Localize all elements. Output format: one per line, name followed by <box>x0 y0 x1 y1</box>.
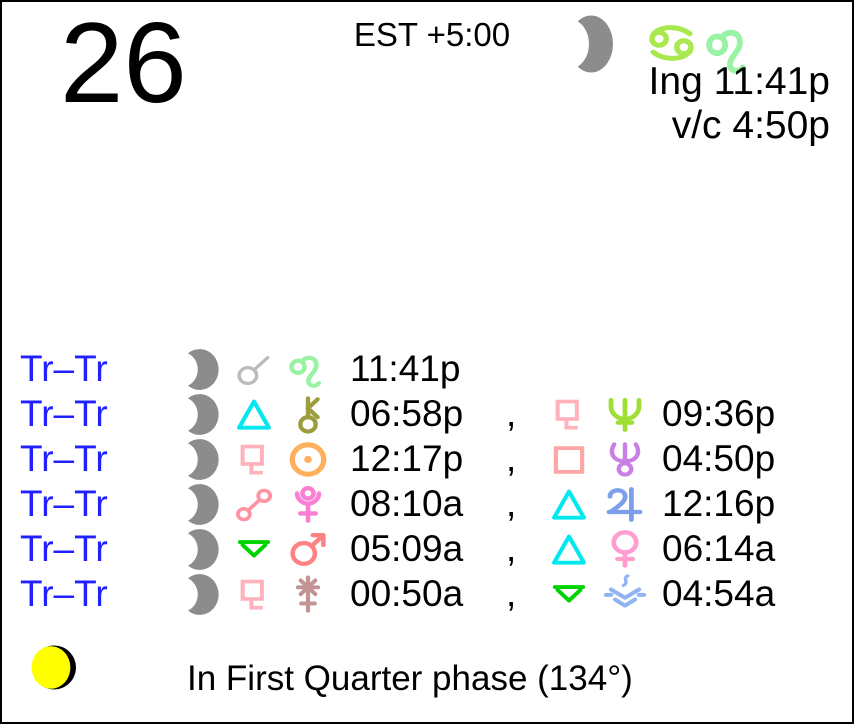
sesquiquadrate-aspect-icon <box>233 441 275 479</box>
square-aspect-icon <box>548 441 590 479</box>
moon-icon <box>183 483 223 526</box>
transit-row: Tr–Tr 08:10a, 12:16p <box>2 482 852 527</box>
void-of-course-label: v/c 4:50p <box>671 104 830 147</box>
moon-icon <box>183 393 223 436</box>
transit-type-label: Tr–Tr <box>20 348 108 389</box>
separator-comma: , <box>506 438 517 479</box>
separator-comma: , <box>506 528 517 569</box>
trine-aspect-icon <box>548 531 590 569</box>
moon-icon <box>183 348 223 391</box>
transit-time: 12:16p <box>662 483 776 524</box>
transit-time: 11:41p <box>350 348 461 389</box>
quincunx-aspect-icon <box>548 576 590 614</box>
transit-table: Tr–Tr 11:41p Tr–Tr 06:58p, 09:36p Tr–Tr 12:17p… <box>2 347 852 617</box>
transit-type-label: Tr–Tr <box>20 483 108 524</box>
jupiter-icon <box>601 483 649 526</box>
transit-type-label: Tr–Tr <box>20 393 108 434</box>
moon-phase-icon <box>31 645 76 690</box>
transit-time: 06:14a <box>662 528 776 569</box>
transit-row: Tr–Tr 12:17p, 04:50p <box>2 437 852 482</box>
quincunx-aspect-icon <box>233 531 275 569</box>
transit-time: 04:54a <box>662 573 776 614</box>
moon-icon <box>183 573 223 616</box>
transit-type-label: Tr–Tr <box>20 528 108 569</box>
moon-ingress-label: Ing 11:41p <box>648 60 830 103</box>
separator-comma: , <box>506 483 517 524</box>
transit-time: 09:36p <box>662 393 776 434</box>
day-number: 26 <box>60 0 187 127</box>
opposition-aspect-icon <box>233 486 275 524</box>
venus-icon <box>601 528 649 571</box>
trine-aspect-icon <box>233 396 275 434</box>
pluto-icon <box>285 483 331 526</box>
neptune-icon <box>601 393 649 436</box>
sesquiquadrate-aspect-icon <box>233 576 275 614</box>
conjunction-aspect-icon <box>233 351 275 389</box>
transit-time: 06:58p <box>350 393 464 434</box>
transit-time: 08:10a <box>350 483 464 524</box>
moon-icon <box>572 14 618 74</box>
sesquiquadrate-aspect-icon <box>548 396 590 434</box>
trine-aspect-icon <box>548 486 590 524</box>
uranus-icon <box>601 438 649 481</box>
transit-time: 05:09a <box>350 528 464 569</box>
transit-time: 00:50a <box>350 573 464 614</box>
sun-icon <box>285 438 331 481</box>
leo-icon <box>285 348 331 391</box>
chiron-icon <box>285 393 331 436</box>
transit-time: 04:50p <box>662 438 776 479</box>
transit-row: Tr–Tr 06:58p, 09:36p <box>2 392 852 437</box>
vesta-icon <box>601 573 649 616</box>
transit-row: Tr–Tr 00:50a, 04:54a <box>2 572 852 617</box>
moon-phase-text: In First Quarter phase (134°) <box>187 659 633 698</box>
transit-type-label: Tr–Tr <box>20 573 108 614</box>
transit-type-label: Tr–Tr <box>20 438 108 479</box>
transit-row: Tr–Tr 05:09a, 06:14a <box>2 527 852 572</box>
transit-row: Tr–Tr 11:41p <box>2 347 852 392</box>
separator-comma: , <box>506 573 517 614</box>
juno-icon <box>285 573 331 616</box>
separator-comma: , <box>506 393 517 434</box>
mars-icon <box>285 528 331 571</box>
moon-icon <box>183 528 223 571</box>
timezone-label: EST +5:00 <box>353 16 511 53</box>
transit-time: 12:17p <box>350 438 464 479</box>
moon-icon <box>183 438 223 481</box>
